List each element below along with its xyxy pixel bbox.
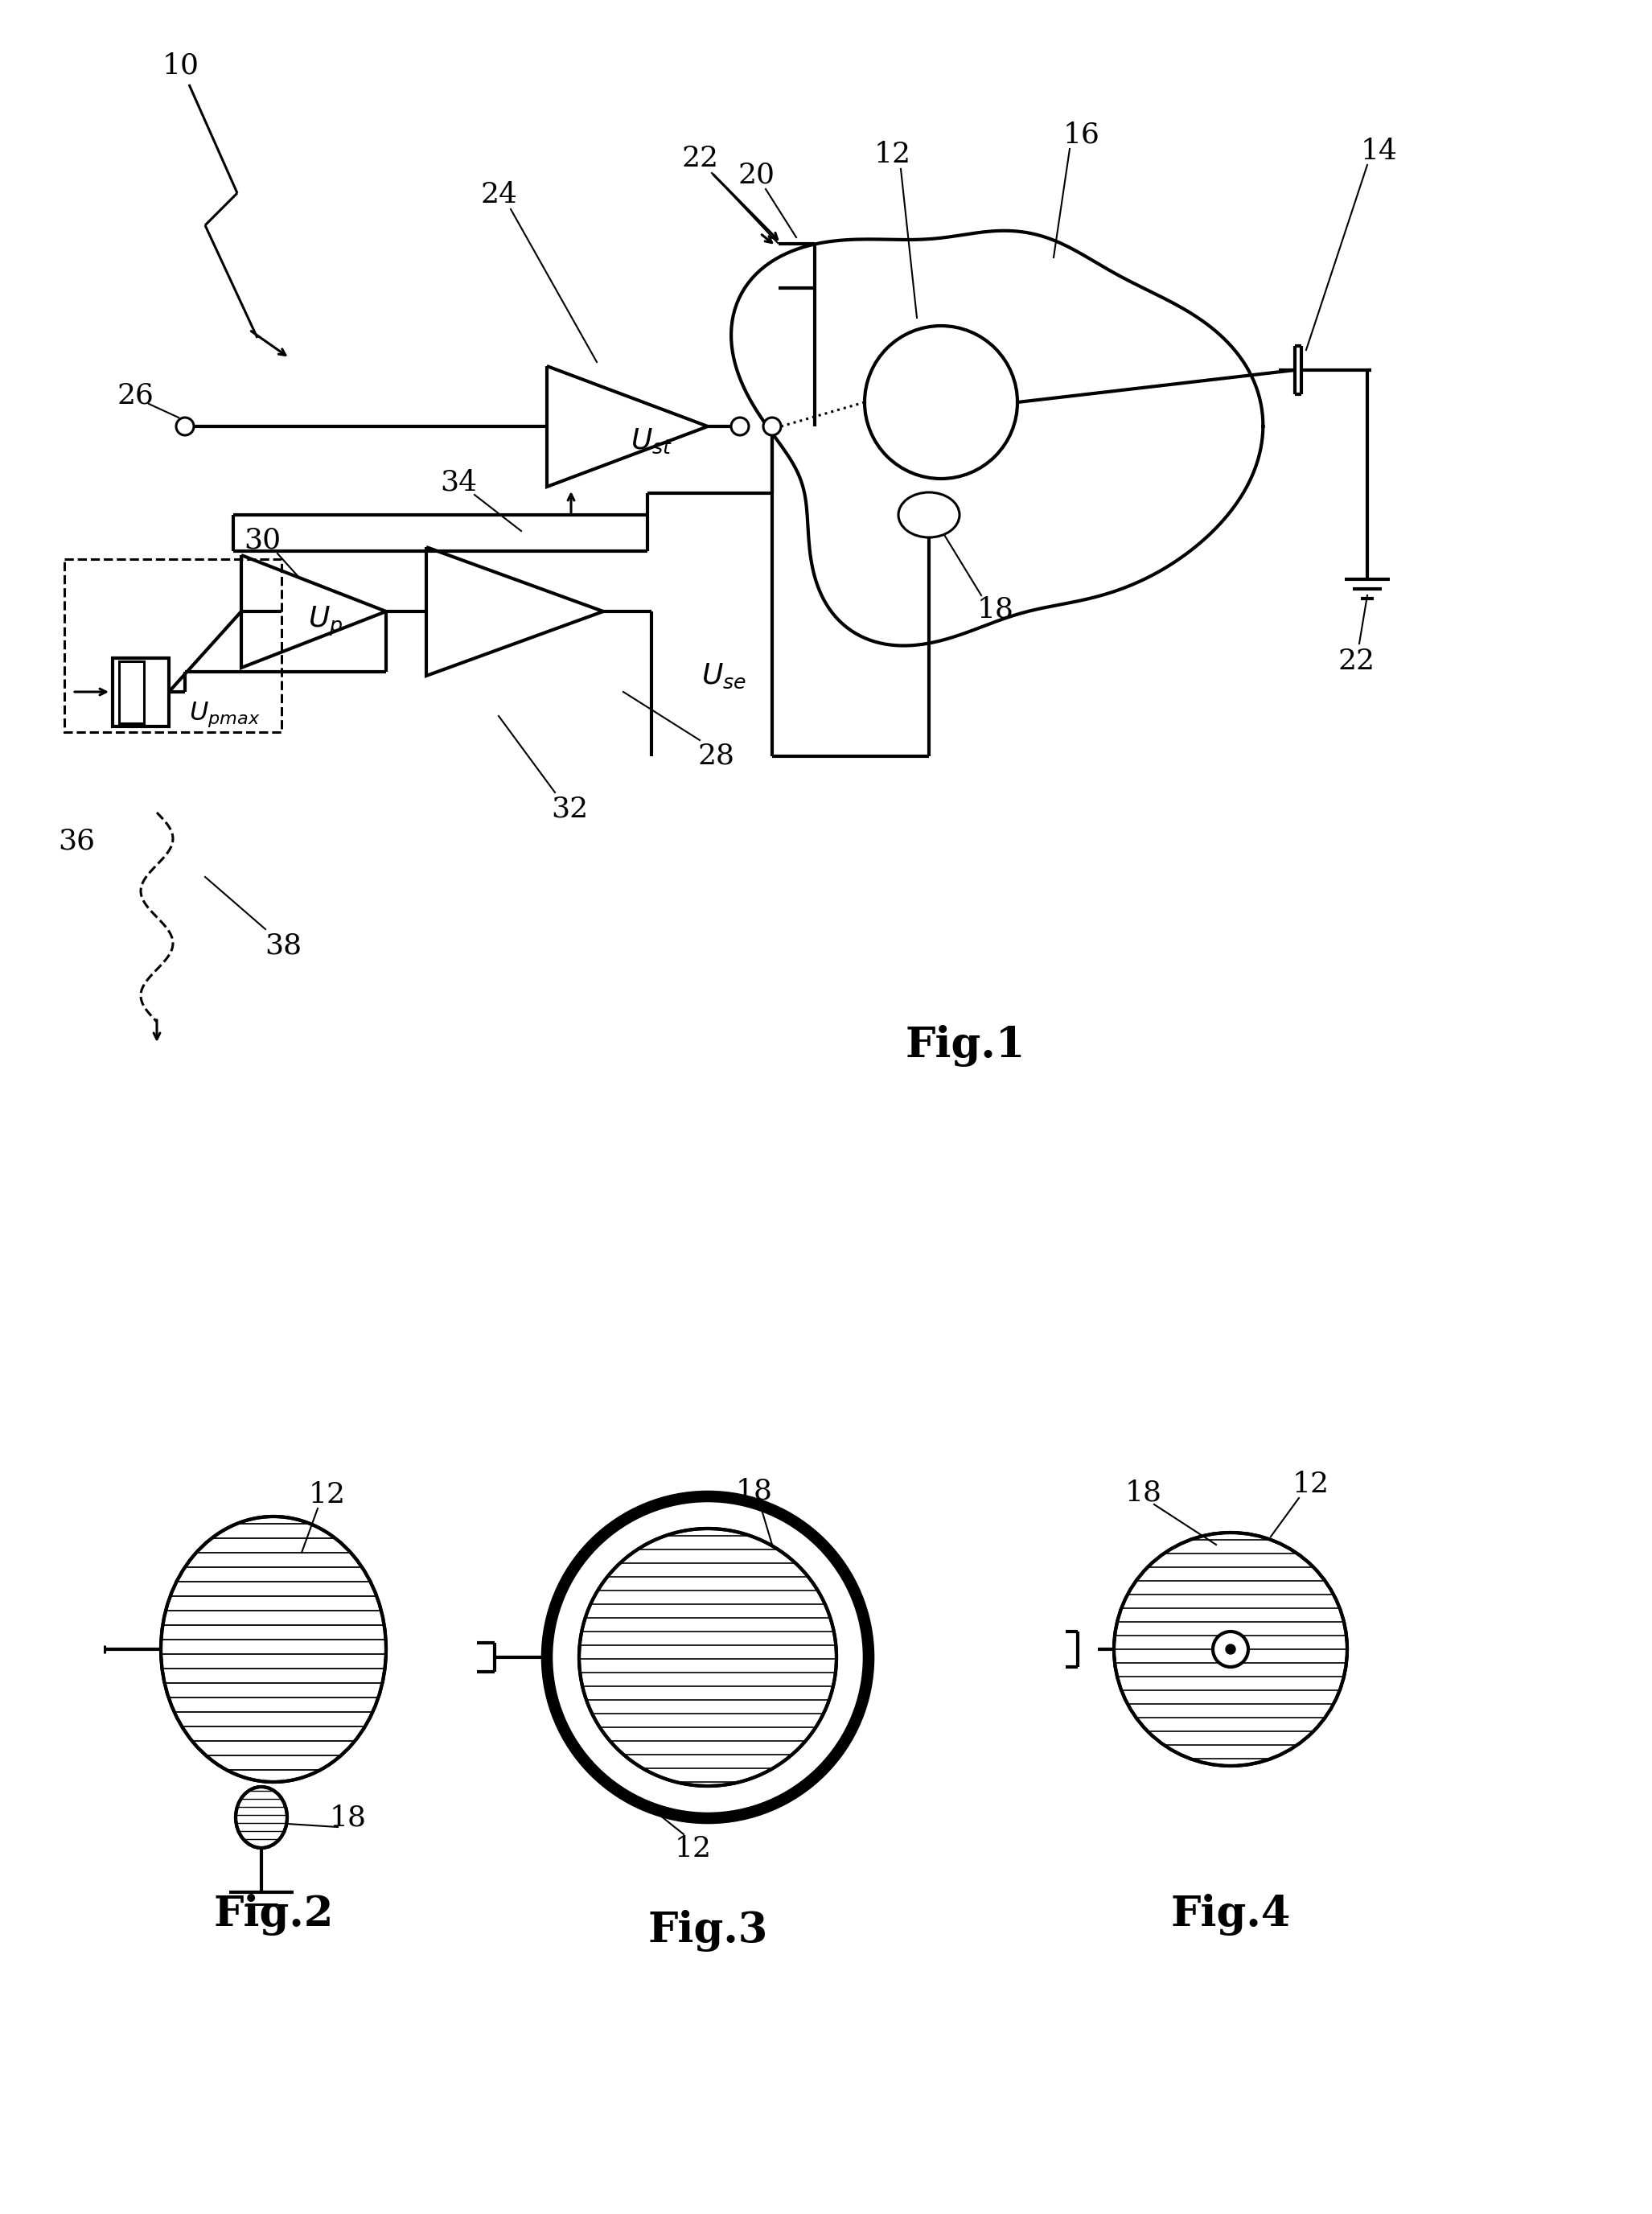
Circle shape [864,325,1018,478]
Text: 12: 12 [674,1835,712,1862]
Bar [112,658,169,726]
Circle shape [547,1497,869,1818]
Text: $U_{pmax}$: $U_{pmax}$ [188,700,261,728]
Circle shape [1226,1645,1236,1654]
Bar [64,560,281,733]
Text: 24: 24 [481,182,517,208]
Text: 20: 20 [737,162,775,188]
Text: 12: 12 [1292,1470,1330,1499]
Text: 18: 18 [735,1477,773,1506]
Text: $U_p$: $U_p$ [309,604,344,638]
Text: 36: 36 [58,828,94,855]
Circle shape [763,418,781,436]
Text: Fig.1: Fig.1 [905,1025,1026,1067]
Text: Fig.2: Fig.2 [213,1893,334,1935]
Text: 28: 28 [697,742,733,770]
Text: 38: 38 [264,932,302,959]
Text: 30: 30 [243,527,281,554]
Text: Fig.3: Fig.3 [648,1911,768,1953]
Text: 22: 22 [681,144,719,173]
Bar [119,662,144,722]
Text: 10: 10 [162,53,200,80]
Text: 18: 18 [330,1804,367,1831]
Ellipse shape [160,1517,387,1782]
Text: 34: 34 [439,469,477,496]
Text: 12: 12 [874,142,912,168]
Text: 26: 26 [117,383,154,410]
Text: 22: 22 [1338,649,1374,675]
Text: 14: 14 [1361,137,1398,164]
Ellipse shape [236,1787,287,1849]
Circle shape [732,418,748,436]
Text: 18: 18 [978,596,1014,624]
Text: $U_{se}$: $U_{se}$ [702,662,747,691]
Text: 18: 18 [1125,1479,1163,1506]
Circle shape [1213,1632,1249,1667]
Ellipse shape [1113,1532,1346,1767]
Circle shape [177,418,193,436]
Text: 16: 16 [1064,122,1100,148]
Text: Fig.4: Fig.4 [1171,1893,1290,1935]
Text: 12: 12 [309,1481,345,1508]
Ellipse shape [899,492,960,538]
Text: $U_{st}$: $U_{st}$ [631,427,672,456]
Ellipse shape [580,1528,836,1787]
Text: 32: 32 [550,795,588,821]
